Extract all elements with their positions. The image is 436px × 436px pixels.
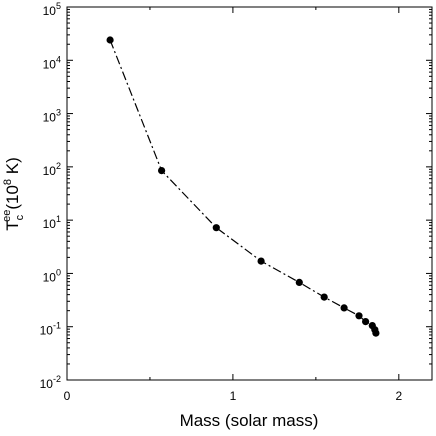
data-point <box>158 167 166 175</box>
y-axis-label-main: T <box>3 220 22 230</box>
plot-frame <box>66 6 433 381</box>
x-axis-label: Mass (solar mass) <box>180 411 319 430</box>
y-minor-ticks <box>67 8 432 365</box>
y-tick-label: 104 <box>43 54 61 71</box>
data-point <box>372 329 380 337</box>
y-tick-label: 103 <box>43 108 61 125</box>
x-axis-ticks: 0 1 2 <box>64 7 402 403</box>
data-point <box>295 278 303 286</box>
data-point <box>212 224 220 232</box>
y-axis-label-unit-exponent: 8 <box>2 179 14 185</box>
y-tick-label: 100 <box>43 267 61 284</box>
x-tick-label: 1 <box>230 389 237 403</box>
y-axis-label-unit-prefix: (10 <box>3 185 22 210</box>
x-tick-label: 2 <box>395 389 402 403</box>
y-tick-label: 10-2 <box>40 374 61 391</box>
y-axis-ticks: 10-2 10-1 100 101 102 103 104 105 <box>40 1 432 391</box>
y-axis-label-subscript: c <box>14 214 26 220</box>
y-axis-label-superscript: ee <box>1 210 13 222</box>
data-point <box>257 257 265 265</box>
y-tick-label: 10-1 <box>40 321 61 338</box>
y-axis-label: Tcee(108 K) <box>1 157 26 231</box>
y-tick-label: 101 <box>43 214 61 231</box>
y-tick-label: 105 <box>43 1 61 18</box>
y-axis-label-unit-suffix: K) <box>3 157 22 179</box>
data-point <box>320 293 328 301</box>
data-point <box>362 318 370 326</box>
series-line <box>109 39 377 334</box>
data-point <box>355 312 363 320</box>
y-tick-label: 102 <box>43 161 61 178</box>
data-point <box>106 36 114 44</box>
data-points <box>106 36 380 337</box>
x-tick-label: 0 <box>64 389 71 403</box>
data-point <box>340 304 348 312</box>
